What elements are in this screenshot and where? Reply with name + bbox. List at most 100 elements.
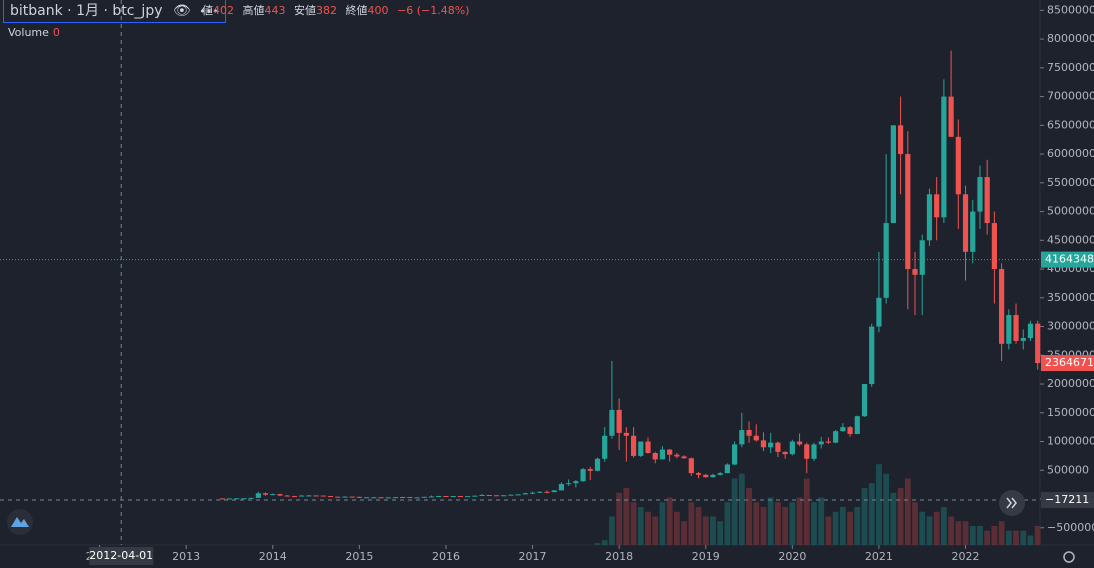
candle-body (320, 495, 326, 497)
candle-body (457, 496, 463, 498)
candle-body (385, 497, 391, 499)
candle-body (804, 444, 810, 459)
candle-body (861, 384, 868, 417)
candle-body (587, 469, 593, 471)
candle-body (688, 458, 694, 474)
volume-name: Volume (8, 26, 49, 39)
candle-body (811, 444, 817, 459)
candle-body (955, 136, 961, 195)
candle-body (313, 495, 319, 497)
candle-body (833, 431, 839, 443)
volume-bar (904, 478, 911, 545)
volume-bar (681, 521, 687, 545)
candle-body (912, 269, 918, 275)
candle-body (515, 494, 521, 496)
volume-bar (695, 507, 702, 545)
x-tick-label: 2015 (345, 550, 373, 563)
volume-bar (767, 497, 774, 545)
volume-bar (861, 488, 868, 545)
candle-body (667, 449, 673, 455)
candle-body (241, 498, 247, 500)
logo-icon (11, 517, 29, 527)
symbol[interactable]: btc_jpy (112, 3, 163, 19)
candle-body (796, 441, 803, 445)
candle-body (659, 449, 666, 460)
settings-icon[interactable] (1063, 551, 1075, 563)
candle-body (479, 494, 485, 496)
volume-bar (839, 507, 846, 545)
candle-body (226, 498, 233, 500)
candle-body (897, 125, 904, 155)
volume-bar (609, 516, 615, 545)
candle-body (450, 496, 456, 498)
volume-bar (623, 488, 630, 545)
y-tick-label: 6000000 (1047, 147, 1094, 160)
candle-body (1006, 315, 1012, 344)
candle-body (652, 453, 658, 460)
volume-bar (897, 488, 904, 545)
candle-body (739, 430, 745, 445)
interval[interactable]: 1月 (76, 3, 99, 19)
x-tick-label: 2019 (692, 550, 720, 563)
x-tick-label: 2021 (865, 550, 893, 563)
eye-icon[interactable]: 👁 (172, 3, 191, 19)
candle-body (407, 496, 413, 498)
candle-body (782, 451, 788, 455)
candle-body (977, 177, 983, 212)
volume-bar (630, 502, 637, 545)
volume-bar (659, 502, 666, 545)
x-tick-label: 2016 (432, 550, 460, 563)
exchange: bitbank (10, 3, 63, 19)
volume-bar (991, 526, 998, 545)
candle-body (919, 240, 925, 275)
candle-body (371, 497, 377, 499)
candle-body (400, 496, 406, 498)
candle-body (378, 497, 384, 499)
x-tick-label: 2018 (605, 550, 633, 563)
volume-bar (616, 492, 623, 545)
volume-bar (782, 507, 789, 545)
candle-body (1020, 338, 1026, 341)
candle-body (681, 456, 687, 459)
volume-bar (645, 511, 651, 545)
volume-bar (1005, 530, 1012, 545)
candle-body (638, 441, 644, 456)
candle-body (768, 442, 774, 448)
last-price-label-bg (1041, 355, 1094, 372)
candle-body (580, 469, 586, 482)
candle-body (746, 430, 752, 436)
candle-body (926, 194, 933, 241)
candle-body (710, 474, 716, 478)
candle-body (775, 442, 781, 452)
more-icon[interactable]: ••• (199, 5, 219, 18)
symbol-box[interactable]: bitbank · 1月 · btc_jpy 👁 ••• (3, 0, 226, 23)
y-tick-label: 8000000 (1047, 32, 1094, 45)
candle-body (594, 458, 601, 471)
candle-body (760, 440, 767, 448)
volume-bar (652, 516, 659, 545)
candle-body (558, 484, 565, 491)
candle-body (991, 223, 997, 270)
volume-bar (688, 502, 695, 545)
y-tick-label: 1000000 (1047, 435, 1094, 448)
candle-body (623, 432, 629, 436)
volume-bar (637, 507, 644, 545)
candle-body (645, 441, 651, 454)
scroll-button[interactable] (999, 490, 1025, 516)
candle-body (1035, 323, 1041, 364)
candle-body (674, 454, 680, 457)
candle-body (248, 497, 254, 499)
crosshair-price-label-bg (1041, 491, 1094, 508)
candle-body (905, 154, 911, 270)
candle-body (428, 496, 435, 498)
price-line-label-bg (1041, 251, 1094, 268)
candle-body (616, 409, 622, 433)
ohlc-label: 終値 (345, 4, 368, 17)
ohlc-value: 382 (316, 4, 337, 17)
x-tick-label: 2013 (172, 550, 200, 563)
volume-bar (746, 488, 752, 545)
candle-body (703, 474, 709, 478)
volume-bar (940, 507, 947, 545)
candle-body (732, 444, 738, 465)
